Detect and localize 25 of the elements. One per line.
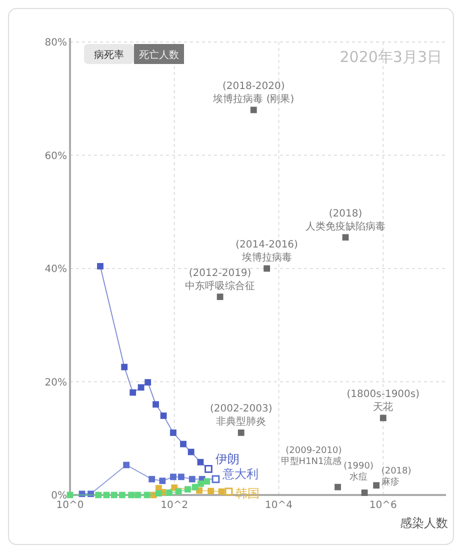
annotation: (2009-2010) 甲型H1N1流感 xyxy=(280,446,342,468)
annotation: (2018) 人类免疫缺陷病毒 xyxy=(306,208,386,232)
y-tick-label: 40% xyxy=(44,264,67,275)
x-axis-title: 感染人数 xyxy=(400,516,448,530)
annotation: (2012-2019) 中东呼吸综合征 xyxy=(185,268,256,292)
series-label: 韩国 xyxy=(236,486,260,501)
annotation: (2002-2003) 非典型肺炎 xyxy=(210,404,272,428)
annotation: (2018-2020) 埃博拉病毒 (刚果) xyxy=(212,80,294,105)
y-tick-label: 0% xyxy=(51,490,67,502)
annotation: (2014-2016) 埃博拉病毒 xyxy=(236,240,298,264)
annotation: (2018) 麻疹 xyxy=(381,466,412,488)
annotation: 病死率 xyxy=(94,49,124,61)
annotation: 死亡人数 xyxy=(139,49,179,61)
series-label: 意大利 xyxy=(222,467,259,482)
x-tick-label: 10^4 xyxy=(265,500,293,511)
x-tick-label: 10^0 xyxy=(56,500,84,511)
chart-title: 2020年3月3日 xyxy=(340,48,442,66)
y-tick-label: 80% xyxy=(44,38,67,48)
annotation: (1800s-1900s) 天花 xyxy=(346,388,420,413)
y-tick-label: 60% xyxy=(44,150,67,162)
y-tick-label: 20% xyxy=(44,377,67,388)
series-label: 伊朗 xyxy=(215,452,240,466)
x-tick-label: 10^6 xyxy=(369,500,397,511)
x-tick-label: 10^2 xyxy=(160,500,188,511)
annotation: (1990) 水痘 xyxy=(344,462,374,483)
